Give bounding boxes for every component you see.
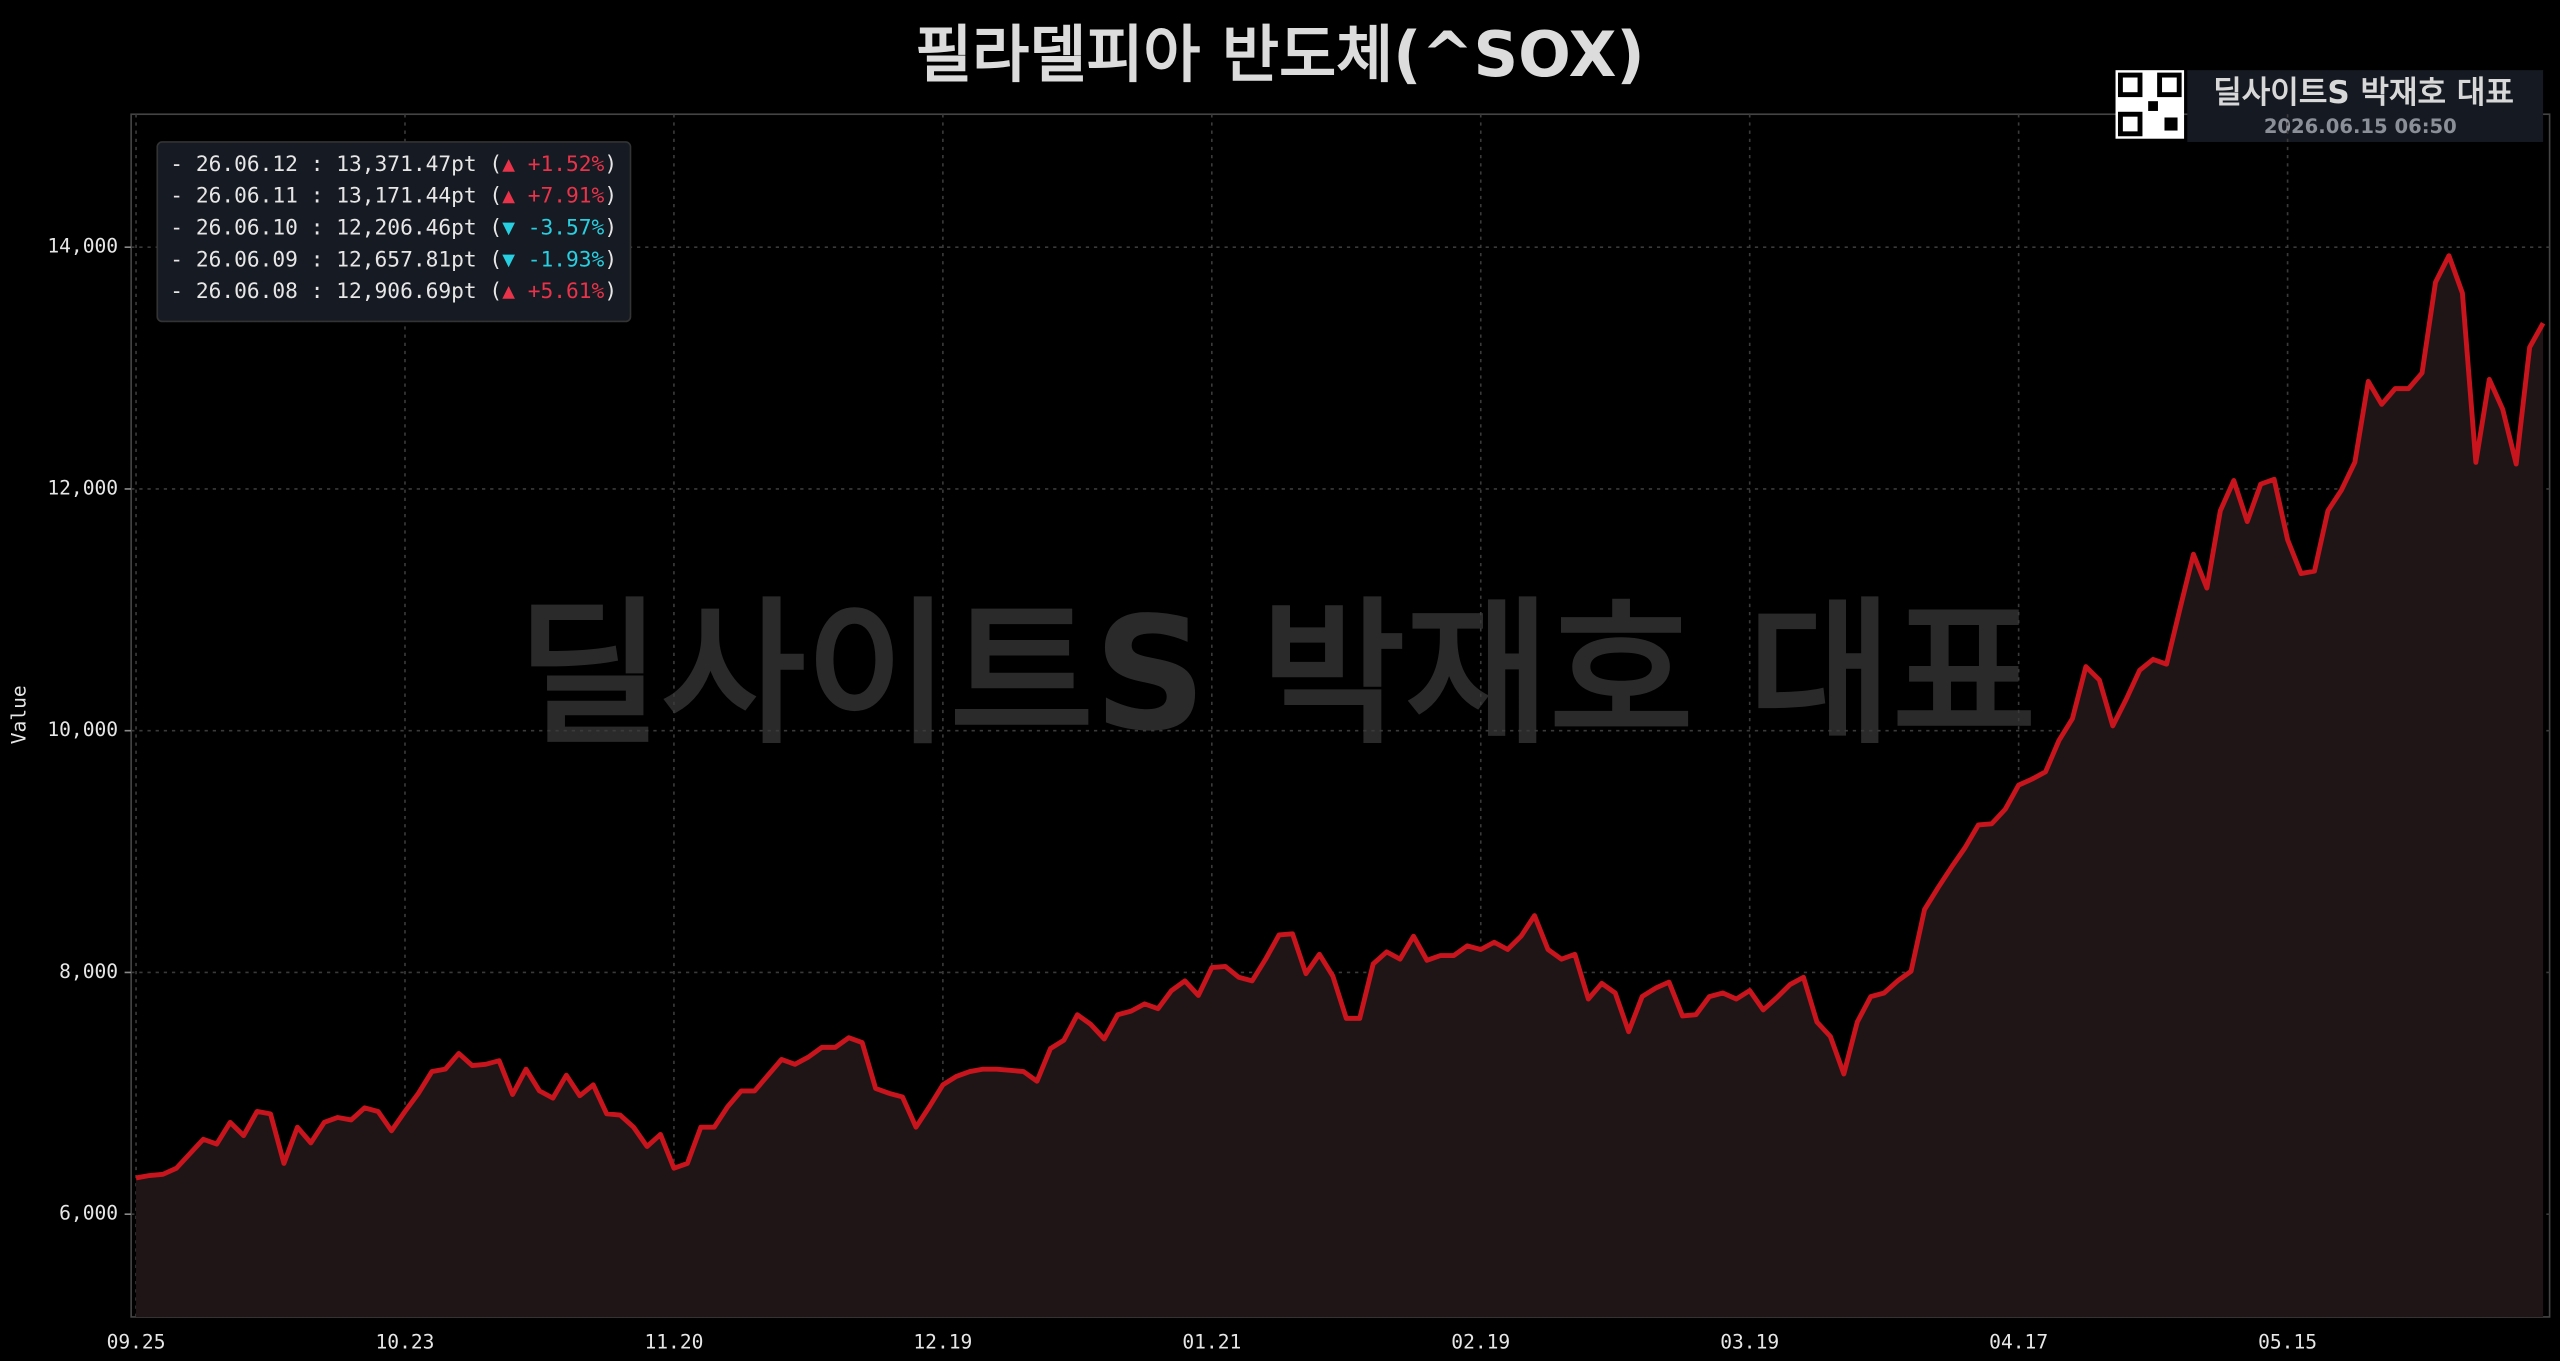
recent-change: ▲ +7.91% [502,184,604,209]
recent-prefix: - 26.06.09 : 12,657.81pt ( [170,247,502,272]
recent-change: ▼ -1.93% [502,247,604,272]
qr-finder [2117,111,2143,137]
recent-suffix: ) [604,152,617,177]
recent-suffix: ) [604,184,617,209]
watermark: 딜사이트S 박재호 대표 [517,583,2036,765]
recent-box: - 26.06.12 : 13,371.47pt (▲ +1.52%)- 26.… [156,141,632,323]
y-tick-label: 10,000 [47,718,118,741]
recent-prefix: - 26.06.10 : 12,206.46pt ( [170,215,502,240]
x-tick-label: 04.17 [1989,1331,2048,1354]
recent-suffix: ) [604,215,617,240]
recent-row: - 26.06.11 : 13,171.44pt (▲ +7.91%) [170,184,617,209]
brand-box [2187,70,2544,142]
y-tick-label: 6,000 [59,1202,118,1225]
x-tick-label: 10.23 [376,1331,435,1354]
x-tick-label: 12.19 [913,1331,972,1354]
x-tick-label: 02.19 [1451,1331,1510,1354]
x-tick-label: 03.19 [1720,1331,1779,1354]
brand: 딜사이트S 박재호 대표 2026.06.15 06:50 [2115,70,2544,142]
y-tick-label: 14,000 [47,235,118,258]
qr-finder [2117,72,2143,98]
y-axis-label: Value [8,685,31,744]
recent-row: - 26.06.12 : 13,371.47pt (▲ +1.52%) [170,152,617,177]
timestamp: 2026.06.15 06:50 [2264,115,2457,138]
recent-box-bg [156,141,632,323]
recent-prefix: - 26.06.11 : 13,171.44pt ( [170,184,502,209]
x-tick-label: 09.25 [107,1331,166,1354]
recent-row: - 26.06.09 : 12,657.81pt (▼ -1.93%) [170,247,617,272]
recent-change: ▲ +5.61% [502,279,604,304]
y-tick-label: 8,000 [59,960,118,983]
qr-finder [2157,72,2182,98]
recent-suffix: ) [604,247,617,272]
recent-change: ▲ +1.52% [502,152,604,177]
recent-change: ▼ -3.57% [502,215,604,240]
recent-suffix: ) [604,279,617,304]
line [135,253,2546,1181]
x-tick-label: 05.15 [2258,1331,2317,1354]
recent-prefix: - 26.06.12 : 13,371.47pt ( [170,152,502,177]
recent-row: - 26.06.10 : 12,206.46pt (▼ -3.57%) [170,215,617,240]
recent-row: - 26.06.08 : 12,906.69pt (▲ +5.61%) [170,279,617,304]
plot: 6,000 8,000 10,000 12,000 14,000 09.25 10.23 11… [47,114,2550,1354]
y-tick-label: 12,000 [47,476,118,499]
qr-dot [2164,117,2178,131]
x-tick-label: 01.21 [1182,1331,1241,1354]
chart-title: 필라델피아 반도체(^SOX) [915,18,1644,91]
area [136,255,2544,1317]
brand-name: 딜사이트S 박재호 대표 [2213,75,2514,111]
recent-prefix: - 26.06.08 : 12,906.69pt ( [170,279,502,304]
x-tick-label: 11.20 [644,1331,703,1354]
qr-dot [2148,101,2158,111]
